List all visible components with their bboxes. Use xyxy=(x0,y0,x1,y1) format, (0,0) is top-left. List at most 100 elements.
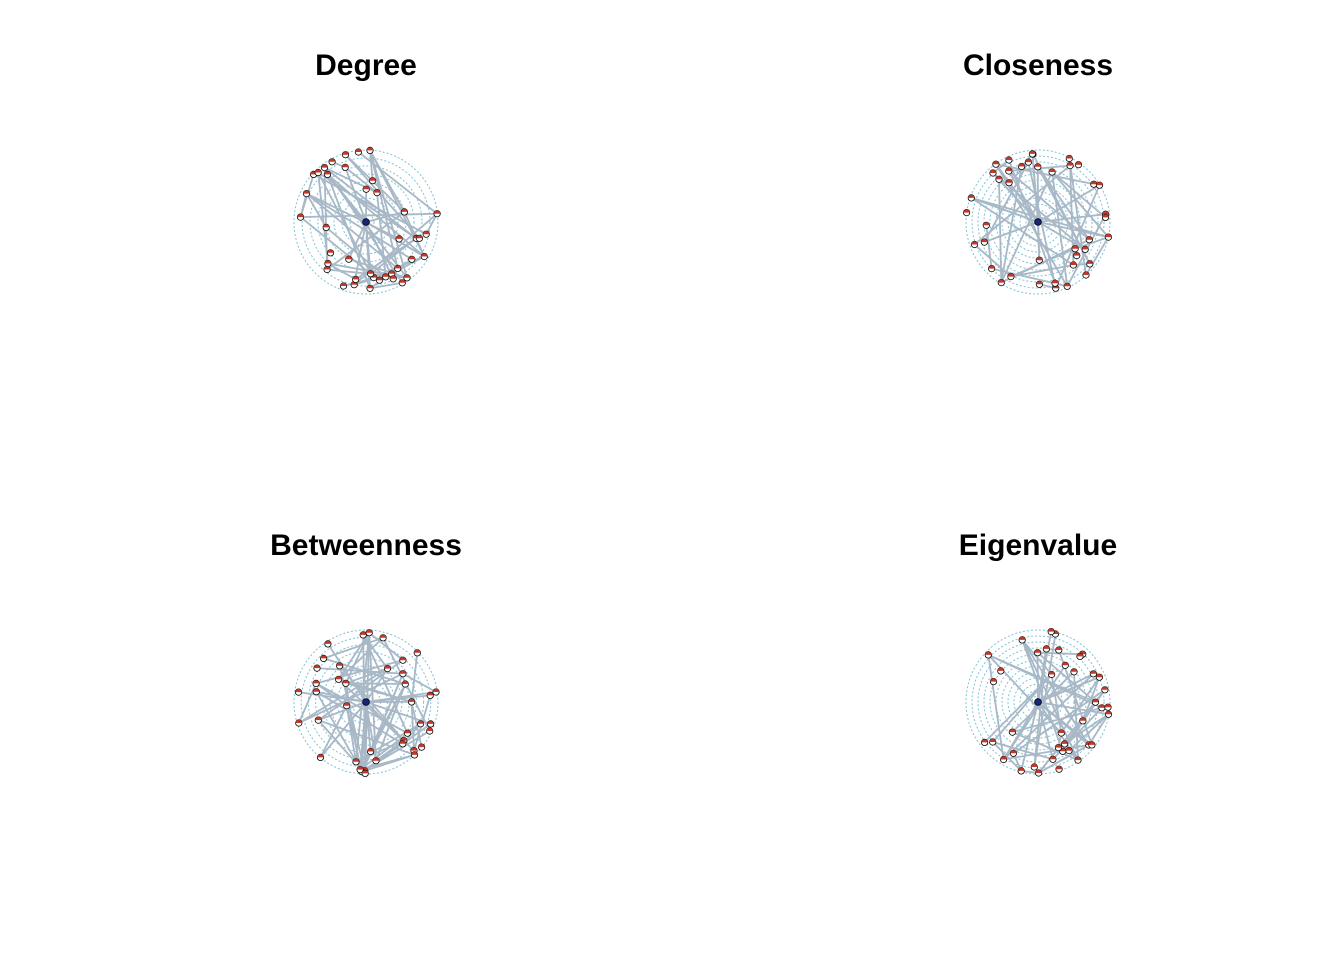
network-node-segment xyxy=(1101,686,1109,690)
network-node-segment xyxy=(313,688,320,692)
network-node-segment xyxy=(342,151,349,155)
network-node-segment xyxy=(968,194,975,198)
network-node-segment xyxy=(1055,646,1062,650)
network-edge xyxy=(1037,166,1091,265)
network-edge xyxy=(369,150,374,181)
network-edge xyxy=(345,705,357,762)
network-node-segment xyxy=(399,657,407,661)
network-node-segment xyxy=(352,758,360,762)
network-edge xyxy=(410,701,415,751)
network-edge xyxy=(1010,264,1074,278)
network-node-segment xyxy=(1035,769,1042,773)
network-edge xyxy=(1037,652,1097,703)
network-edge xyxy=(319,701,367,758)
network-node-segment xyxy=(1036,257,1043,261)
network-node-segment xyxy=(335,676,342,680)
network-node-segment xyxy=(1031,763,1038,767)
network-edge xyxy=(1050,674,1063,734)
network-edge xyxy=(983,161,1030,243)
network-edge xyxy=(985,225,993,269)
network-node-segment xyxy=(317,754,324,758)
network-edge xyxy=(365,221,425,258)
network-node-segment xyxy=(411,751,418,755)
network-node-segment xyxy=(1082,246,1089,250)
network-node-segment xyxy=(399,740,406,744)
network-node-segment xyxy=(360,631,367,635)
network-edge xyxy=(1008,161,1030,184)
network-node-segment xyxy=(345,256,352,260)
network-node-segment xyxy=(401,208,408,212)
network-node-segment xyxy=(342,164,349,168)
network-node-segment xyxy=(981,739,988,743)
network-node-segment xyxy=(998,279,1005,283)
network-edge xyxy=(1051,171,1110,238)
network-node-segment xyxy=(336,662,343,666)
network-node-segment xyxy=(990,678,997,682)
network-edge xyxy=(992,741,1054,761)
network-node-segment xyxy=(379,634,387,638)
network-edge xyxy=(369,149,406,213)
network-edge xyxy=(1068,713,1110,752)
network-node-segment xyxy=(1073,252,1080,256)
ring-guide xyxy=(315,651,417,753)
network-edge xyxy=(1037,701,1109,716)
network-node-segment xyxy=(295,719,302,723)
network-edge xyxy=(1008,159,1056,284)
network-edge xyxy=(973,243,1012,278)
network-edge xyxy=(410,652,419,703)
panel-title-closeness: Closeness xyxy=(962,49,1114,82)
network-node-segment xyxy=(1079,717,1087,721)
network-edge xyxy=(315,691,363,773)
network-edge xyxy=(323,166,417,240)
network-edge xyxy=(1088,713,1110,746)
network-node-segment xyxy=(324,260,332,264)
ring-guide xyxy=(309,165,423,279)
network-node-segment xyxy=(997,667,1004,671)
network-node-segment xyxy=(1051,280,1059,284)
network-node-segment xyxy=(995,176,1003,180)
network-node-segment xyxy=(323,224,330,228)
network-node-segment xyxy=(1092,699,1099,703)
network-edge xyxy=(1021,639,1064,752)
network-edge xyxy=(1037,213,1106,223)
network-node-segment xyxy=(343,702,350,706)
network-node-segment xyxy=(362,770,369,774)
network-node-segment xyxy=(1034,649,1041,653)
network-edge xyxy=(365,691,437,703)
network-node-segment xyxy=(1076,653,1084,657)
network-node-segment xyxy=(1098,704,1106,708)
network-edge xyxy=(1060,676,1101,734)
network-edge xyxy=(1037,701,1097,774)
network-node-segment xyxy=(1018,163,1025,167)
network-edge xyxy=(326,173,367,223)
network-node-segment xyxy=(394,265,401,269)
ring-guide xyxy=(977,161,1099,283)
network-node-segment xyxy=(382,273,389,277)
network-edge xyxy=(1054,184,1101,289)
network-node-segment xyxy=(1086,260,1093,264)
network-edge xyxy=(376,192,387,277)
ring-guide xyxy=(333,189,399,255)
network-node-segment xyxy=(1074,756,1082,761)
network-node-segment xyxy=(366,147,374,151)
network-edge xyxy=(402,672,437,693)
network-edge xyxy=(1051,171,1107,219)
network-node-segment xyxy=(1061,740,1068,744)
network-node-segment xyxy=(384,665,391,669)
network-edge xyxy=(1037,184,1100,223)
panel-degree: Degree xyxy=(30,0,702,480)
network-node-segment xyxy=(992,161,1000,165)
network-edge xyxy=(299,193,308,218)
network-node-segment xyxy=(427,720,434,724)
network-node-segment xyxy=(390,275,397,279)
network-node-segment xyxy=(1005,167,1012,171)
panel-betweenness: Betweenness xyxy=(30,480,702,960)
network-edge xyxy=(365,211,405,223)
network-edge xyxy=(369,150,399,269)
network-node-segment xyxy=(356,766,364,770)
ring-guide xyxy=(349,205,383,239)
network-edge xyxy=(306,192,413,261)
network-edge xyxy=(362,634,389,670)
network-edge xyxy=(315,659,404,685)
network-node-segment xyxy=(1043,645,1050,649)
